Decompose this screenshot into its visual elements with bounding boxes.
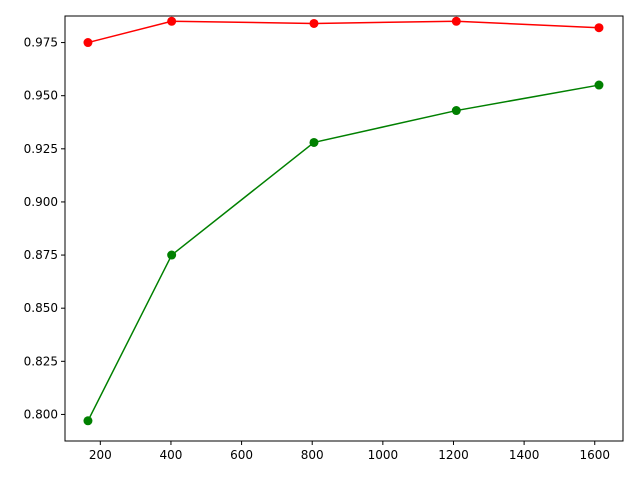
x-tick-label: 1000 — [368, 448, 399, 462]
x-tick-label: 1200 — [438, 448, 469, 462]
y-tick-label: 0.900 — [24, 195, 58, 209]
y-tick-label: 0.800 — [24, 407, 58, 421]
series-0-point — [309, 18, 319, 28]
y-tick-label: 0.875 — [24, 248, 58, 262]
series-1-point — [451, 106, 461, 116]
y-tick-label: 0.975 — [24, 36, 58, 50]
y-tick-label: 0.925 — [24, 142, 58, 156]
series-0-point — [83, 38, 93, 48]
y-tick-label: 0.850 — [24, 301, 58, 315]
x-tick-label: 1400 — [509, 448, 540, 462]
series-1-point — [594, 80, 604, 90]
x-tick-label: 800 — [301, 448, 324, 462]
series-1-point — [167, 250, 177, 260]
x-tick-label: 200 — [89, 448, 112, 462]
x-tick-label: 400 — [159, 448, 182, 462]
series-0-point — [451, 16, 461, 26]
plot-area — [83, 16, 604, 426]
series-0-point — [167, 16, 177, 26]
y-tick-label: 0.950 — [24, 89, 58, 103]
plot-frame — [64, 15, 624, 442]
series-1-point — [309, 137, 319, 147]
x-tick-label: 600 — [230, 448, 253, 462]
axes: 200 400 600 800 1000 1200 1400 1600 0.800 0.825 0.… — [24, 15, 624, 462]
series-1-point — [83, 416, 93, 426]
series-0-line — [87, 20, 600, 44]
x-tick-label: 1600 — [579, 448, 610, 462]
series-0-point — [594, 23, 604, 33]
y-tick-label: 0.825 — [24, 354, 58, 368]
series-1-line — [87, 84, 600, 422]
